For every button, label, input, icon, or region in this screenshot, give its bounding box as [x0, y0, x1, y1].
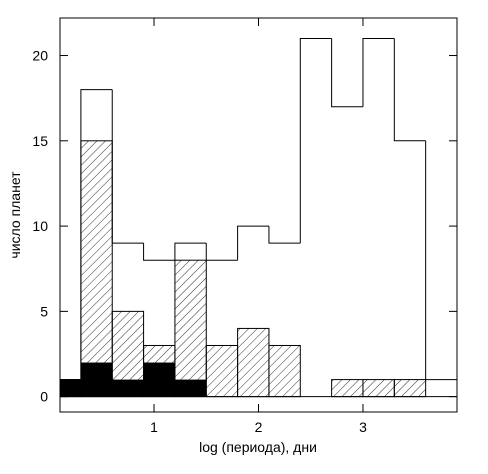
histogram-step — [60, 379, 81, 381]
histogram-step — [268, 226, 301, 244]
hatched-bar — [331, 379, 364, 398]
hatched-bar — [80, 140, 113, 398]
histogram-step — [111, 89, 144, 244]
histogram-step — [237, 225, 269, 261]
hatched-bar — [362, 379, 395, 398]
hatched-bar — [205, 344, 239, 398]
solid-bar — [112, 379, 144, 397]
hatched-bar — [237, 327, 270, 398]
hatched-bar — [268, 344, 301, 398]
y-axis-label: число планет — [7, 171, 23, 259]
histogram-step — [143, 243, 175, 261]
solid-bar — [80, 362, 113, 397]
y-tick-label: 0 — [40, 389, 48, 405]
histogram-step — [299, 37, 332, 244]
y-tick-label: 20 — [32, 48, 48, 64]
solid-bar — [174, 379, 207, 397]
solid-bar — [60, 379, 81, 397]
histogram-step — [393, 38, 426, 142]
x-axis-label: log (периода), дни — [199, 439, 317, 455]
hatched-bar — [174, 259, 207, 398]
histogram-step — [80, 89, 113, 380]
y-tick-label: 15 — [32, 133, 48, 149]
histogram-step — [362, 37, 395, 107]
histogram-step — [331, 38, 363, 108]
solid-bar — [143, 362, 175, 397]
histogram-step — [425, 140, 457, 397]
histogram-step — [174, 242, 207, 261]
y-tick-label: 10 — [32, 218, 48, 234]
histogram-step — [205, 243, 238, 261]
x-tick-label: 3 — [359, 419, 367, 435]
plot-area — [60, 37, 457, 398]
y-tick-label: 5 — [40, 303, 48, 319]
x-tick-label: 1 — [150, 419, 158, 435]
x-tick-label: 2 — [255, 419, 263, 435]
hatched-bar — [393, 379, 427, 398]
